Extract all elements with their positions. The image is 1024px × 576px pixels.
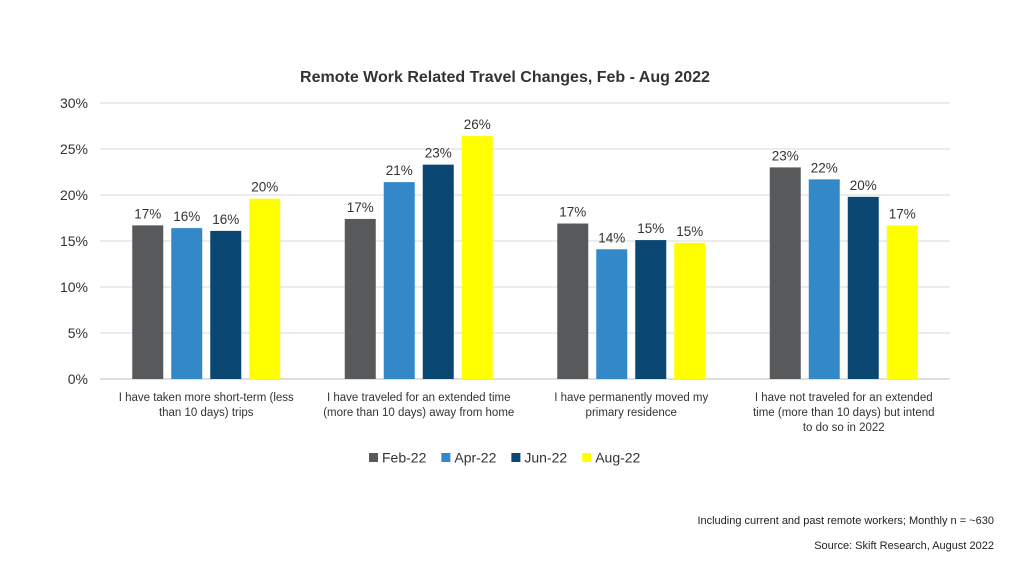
- legend-swatch: [582, 453, 592, 462]
- y-tick-label: 10%: [60, 279, 88, 295]
- source-note: Source: Skift Research, August 2022: [814, 540, 994, 552]
- legend-label: Feb-22: [382, 450, 427, 466]
- bar: [171, 228, 203, 379]
- bar: [847, 196, 879, 379]
- bar: [769, 167, 801, 379]
- y-tick-label: 30%: [60, 95, 88, 111]
- chart-title: Remote Work Related Travel Changes, Feb …: [300, 69, 710, 86]
- bars: [132, 136, 918, 379]
- bar: [596, 249, 628, 379]
- data-label: 23%: [425, 146, 452, 161]
- bar: [210, 230, 242, 379]
- data-label: 21%: [386, 163, 413, 178]
- data-label: 14%: [598, 230, 625, 245]
- legend-label: Aug-22: [595, 450, 640, 466]
- category-label: I have not traveled for an extended time …: [753, 392, 935, 434]
- y-tick-label: 20%: [60, 187, 88, 203]
- category-label: I have traveled for an extended time (mor…: [323, 392, 514, 419]
- bar: [344, 218, 376, 379]
- category-label-line: to do so in 2022: [803, 422, 885, 434]
- legend-label: Apr-22: [454, 450, 496, 466]
- category-label-line: primary residence: [586, 407, 677, 419]
- data-label: 20%: [850, 178, 877, 193]
- sample-note: Including current and past remote worker…: [697, 515, 994, 527]
- data-label: 17%: [559, 205, 586, 220]
- data-label: 15%: [676, 224, 703, 239]
- category-label: I have taken more short-term (less than 1…: [119, 392, 294, 419]
- category-label-line: time (more than 10 days) but intend: [753, 407, 935, 419]
- y-tick-label: 25%: [60, 141, 88, 157]
- legend-swatch: [369, 453, 378, 462]
- category-label-line: (more than 10 days) away from home: [323, 407, 514, 419]
- category-label: I have permanently moved my primary resid…: [554, 392, 708, 419]
- y-tick-label: 15%: [60, 233, 88, 249]
- bar: [674, 242, 706, 379]
- data-label: 17%: [889, 206, 916, 221]
- data-label: 20%: [251, 180, 278, 195]
- bar: [132, 225, 164, 379]
- data-label: 23%: [772, 148, 799, 163]
- y-tick-label: 5%: [68, 325, 88, 341]
- category-label-line: I have permanently moved my: [554, 392, 708, 404]
- data-label: 22%: [811, 160, 838, 175]
- legend-label: Jun-22: [524, 450, 567, 466]
- data-label: 17%: [134, 206, 161, 221]
- category-label-line: I have not traveled for an extended: [755, 392, 933, 404]
- data-label: 16%: [212, 212, 239, 227]
- legend-swatch: [441, 453, 451, 462]
- category-label-line: I have taken more short-term (less: [119, 392, 294, 404]
- legend: Feb-22 Apr-22 Jun-22 Aug-22: [369, 450, 641, 466]
- category-label-line: than 10 days) trips: [159, 407, 254, 419]
- data-label: 16%: [173, 209, 200, 224]
- data-label: 26%: [464, 117, 491, 132]
- bar: [249, 198, 281, 379]
- legend-swatch: [511, 453, 521, 462]
- data-labels: 17% 16% 16% 20% 17% 21% 23% 26% 17% 14% 15% 15% 23% 2…: [134, 117, 916, 245]
- bar: [383, 182, 415, 379]
- bar: [422, 164, 454, 379]
- y-tick-label: 0%: [68, 371, 88, 387]
- bar: [461, 136, 493, 379]
- bar: [808, 179, 840, 379]
- grid-lines: [100, 102, 950, 380]
- bar: [635, 240, 667, 379]
- y-axis-ticks: 0% 5% 10% 15% 20% 25% 30%: [60, 95, 88, 387]
- bar: [886, 225, 918, 379]
- category-label-line: I have traveled for an extended time: [327, 392, 510, 404]
- data-label: 15%: [637, 221, 664, 236]
- bar: [557, 223, 589, 379]
- category-labels: I have taken more short-term (less than 1…: [119, 392, 935, 434]
- data-label: 17%: [347, 200, 374, 215]
